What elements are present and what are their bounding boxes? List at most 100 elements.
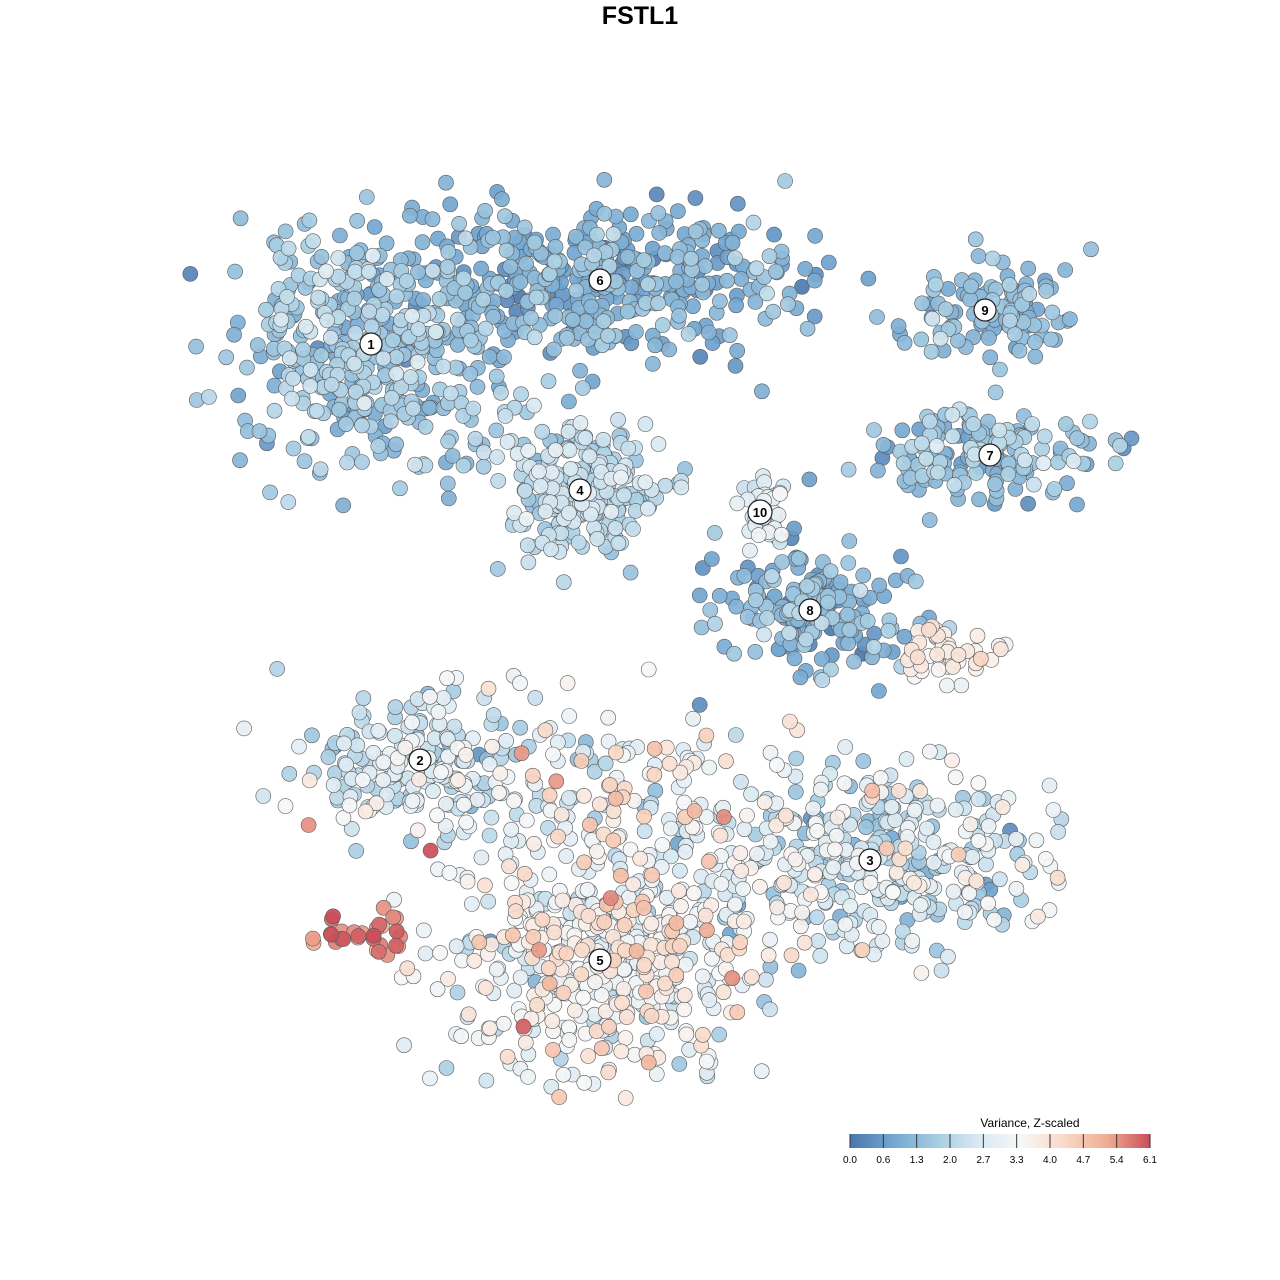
cluster-label-1: 1 [359,332,383,356]
data-point [932,330,949,347]
data-point [687,190,704,206]
data-point [780,296,796,313]
data-point [285,370,301,387]
data-point [802,886,819,903]
data-point [991,422,1008,439]
data-point [429,807,445,824]
data-point [828,827,845,844]
data-point [691,587,708,604]
data-point [968,873,985,889]
data-point [559,675,576,691]
data-point [616,487,632,504]
data-point [410,321,427,337]
data-point [702,602,719,618]
data-point [481,827,498,844]
data-point [792,918,809,935]
data-point [280,494,297,510]
data-point [610,411,626,428]
data-point [650,295,666,312]
data-point [647,337,663,354]
data-point [581,448,598,465]
cluster-label-3: 3 [858,848,882,872]
data-point [896,628,913,645]
data-point [518,812,535,829]
data-point [589,226,605,243]
data-point [449,311,466,328]
data-point [701,759,718,776]
data-point [424,262,441,279]
data-point [703,551,720,567]
data-point [540,373,557,390]
data-point [297,318,314,335]
data-point [356,395,373,412]
data-point [1020,260,1036,277]
data-point [339,454,355,471]
data-point [450,772,466,788]
data-point [883,799,900,815]
data-point [463,896,480,912]
data-point [700,324,717,341]
data-point [388,365,405,382]
data-point [840,635,857,652]
data-point [482,1020,498,1037]
data-point [305,233,321,249]
data-point [745,214,762,231]
data-point [335,497,352,514]
data-point [913,331,930,348]
data-point [312,461,329,478]
data-point [919,820,935,837]
data-point [531,463,547,480]
data-point [568,282,585,299]
data-point [546,341,562,358]
data-point [716,809,732,825]
data-point [227,263,243,280]
data-point [457,284,474,301]
data-point [1044,304,1061,321]
data-point [827,841,843,858]
data-point [970,248,987,264]
data-point [637,474,654,491]
data-point [712,293,728,310]
data-point [735,913,752,930]
data-point [349,213,366,229]
data-point [729,342,746,359]
data-point [355,690,372,707]
data-point [518,511,535,527]
data-point [635,900,652,916]
data-point [971,491,987,508]
data-point [860,270,877,287]
points-layer [182,172,1140,1106]
cluster-label-badge [568,478,592,502]
data-point [266,402,283,419]
chart-title: FSTL1 [601,2,679,30]
data-point [567,1002,583,1019]
data-point [455,270,472,287]
data-point [425,783,441,800]
data-point [871,683,887,699]
data-point [820,254,837,271]
data-point [649,1026,665,1042]
color-legend: Variance, Z-scaled 0.0 0.6 1.3 2.0 2.7 3.3 4.0… [843,1116,1157,1166]
data-point [654,317,671,333]
data-point [325,777,342,793]
data-point [754,383,770,400]
data-point [495,1015,512,1032]
data-point [866,422,882,438]
data-point [732,845,749,862]
data-point [232,210,249,227]
data-point [439,475,456,492]
cluster-label-text: 5 [596,953,603,968]
data-point [925,854,942,871]
data-point [579,881,596,898]
data-point [872,770,889,786]
data-point [846,653,862,670]
data-point [970,775,987,792]
data-point [945,883,962,900]
data-point [435,358,452,375]
data-point [374,307,391,323]
cluster-label-badge [359,332,383,356]
data-point [273,311,290,328]
data-point [1062,311,1078,328]
data-point [437,818,454,834]
data-point [686,803,703,819]
